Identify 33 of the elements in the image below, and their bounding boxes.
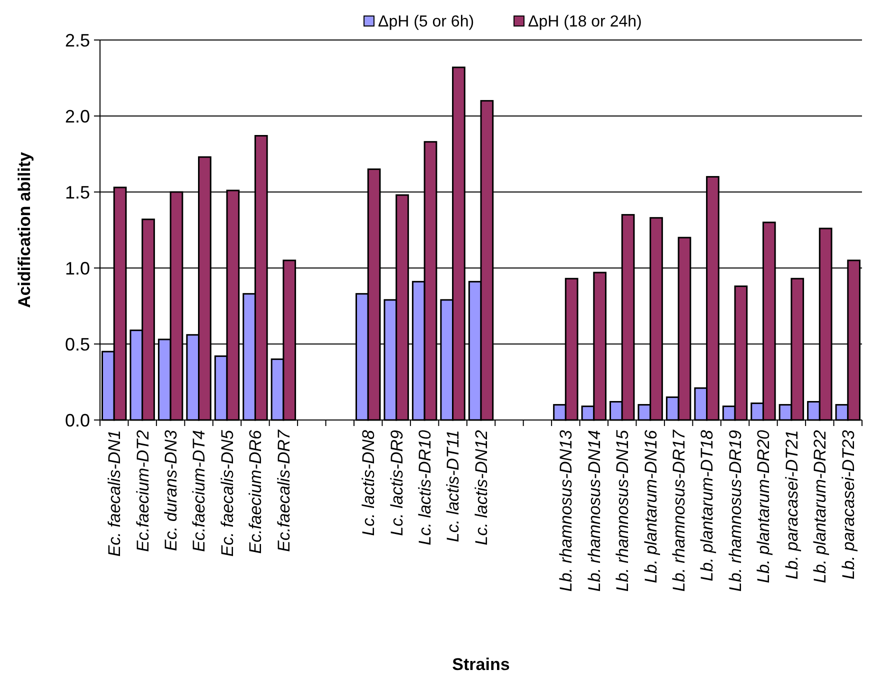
x-tick-label: Lc. lactis-DT11	[444, 430, 463, 542]
y-tick-label: 2.5	[64, 30, 90, 50]
y-tick-label: 0.5	[64, 334, 90, 354]
x-tick-label: Lc. lactis-DR10	[416, 429, 435, 546]
x-tick-label: Lb. rhamnosus-DN14	[584, 430, 604, 592]
x-tick-label: Lb. plantarum-DR20	[754, 429, 774, 584]
x-tick-label: Ec.faecium-DR6	[246, 429, 266, 554]
y-tick-label: 0.0	[64, 410, 90, 430]
x-tick-label: Lb. rhamnosus-DR19	[726, 429, 745, 592]
legend-label: ΔpH (18 or 24h)	[528, 14, 642, 31]
x-tick-label: Lb. plantarum-DR22	[810, 429, 830, 584]
x-tick-label: Ec. faecalis-DN1	[105, 430, 124, 557]
x-tick-label: Lb. rhamnosus-DN15	[613, 429, 632, 592]
legend-label: ΔpH (5 or 6h)	[378, 14, 474, 31]
x-tick-label: Lb. rhamnosus-DR17	[670, 429, 689, 592]
x-tick-label: Lb. paracasei-DT21	[782, 430, 802, 580]
x-tick-label: Lb. plantarum-DT18	[698, 429, 717, 582]
x-tick-label: Lc. lactis-DN12	[472, 429, 491, 546]
x-tick-label: Ec.faecium-DT2	[133, 429, 152, 552]
y-tick-label: 1.0	[64, 258, 90, 278]
x-tick-label: Ec.faecalis-DR7	[274, 429, 294, 552]
x-tick-label: Lc. lactis-DN8	[359, 429, 378, 536]
x-tick-label: Lb. plantarum-DN16	[641, 429, 660, 584]
x-tick-label: Lc. lactis-DR9	[387, 429, 406, 536]
x-tick-label: Lb. paracasei-DT23	[838, 429, 858, 580]
x-tick-label: Lb. rhamnosus-DN13	[556, 429, 576, 592]
y-tick-label: 1.5	[64, 182, 90, 202]
x-tick-label: Ec.faecium-DT4	[190, 430, 209, 552]
y-axis-title: Acidification ability	[15, 152, 34, 308]
y-tick-label: 2.0	[64, 106, 90, 126]
x-axis-title: Strains	[452, 655, 510, 674]
x-tick-label: Ec. faecalis-DN5	[218, 429, 237, 557]
x-tick-label: Ec. durans-DN3	[162, 429, 181, 551]
